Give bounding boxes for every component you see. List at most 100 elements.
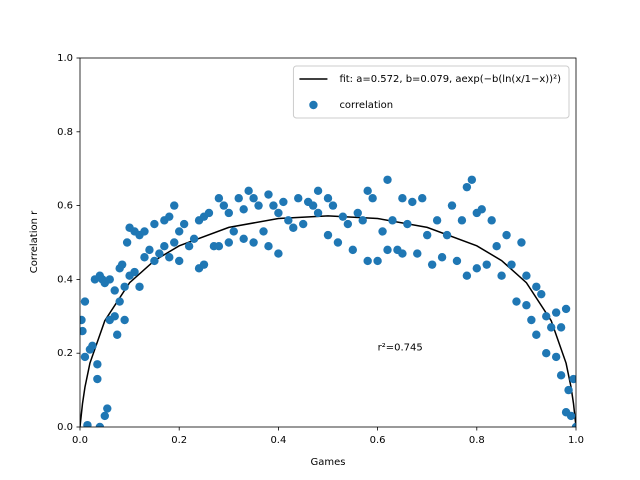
scatter-point [140,227,149,236]
scatter-point [413,249,422,258]
scatter-point [556,371,566,380]
scatter-point [170,238,179,247]
scatter-point [239,205,248,214]
scatter-point [165,212,174,221]
scatter-point [418,194,427,203]
scatter-point [80,297,90,306]
scatter-point [507,260,516,269]
scatter-point [214,241,224,251]
scatter-point [274,208,283,218]
annotation: r²=0.745 [378,343,423,354]
scatter-point [93,374,102,384]
scatter-point [219,201,229,210]
scatter-point [264,241,273,251]
scatter-point [353,208,362,218]
scatter-point [160,241,169,251]
scatter-point [120,315,129,325]
scatter-point [105,275,114,284]
x-axis-label: Games [311,457,346,468]
scatter-point [497,271,506,280]
scatter-point [457,216,467,225]
x-tick-label: 0.6 [370,435,386,446]
scatter-point [482,260,491,269]
scatter-point [363,186,372,196]
scatter-point [348,245,357,255]
scatter-point [477,205,486,214]
scatter-point [274,249,283,258]
scatter-point [100,411,110,421]
scatter-point [289,223,298,232]
scatter-point [343,219,353,229]
y-tick-label: 0.2 [57,348,73,359]
scatter-point [388,216,397,225]
legend: fit: a=0.572, b=0.079, aexp(−b(ln(x/1−x)… [292,65,570,119]
scatter-point [383,245,392,255]
scatter-point [328,201,338,210]
scatter-point [373,256,382,266]
scatter-point [467,175,477,184]
scatter-point [432,216,442,225]
legend-label: correlation [339,100,393,111]
scatter-point [492,241,501,251]
scatter-point [269,201,278,210]
scatter-point [135,282,144,291]
scatter-point [95,422,105,427]
scatter-point [527,315,536,325]
scatter-point [423,230,432,240]
scatter-point [229,227,238,236]
scatter-point [561,304,571,314]
scatter-point [239,234,248,244]
scatter-point [150,256,159,266]
axes-frame [79,57,577,428]
y-tick-label: 0.0 [57,422,73,433]
x-tick-label: 0.0 [72,435,88,446]
y-tick-label: 1.0 [57,53,73,64]
scatter-point [522,271,531,280]
scatter-point [83,420,92,427]
y-tick-label: 0.4 [57,274,73,285]
scatter-point [175,256,184,266]
scatter-point [150,219,159,229]
scatter-point [189,234,199,244]
scatter-point [547,323,556,332]
scatter-point [115,297,124,306]
scatter-point [403,219,412,229]
scatter-point [117,260,127,269]
scatter-point [569,374,576,384]
scatter-point [368,194,377,203]
scatter-point [110,312,119,321]
scatter-point [170,201,179,210]
scatter-point [398,194,407,203]
scatter-point [542,312,551,321]
legend-box [292,65,570,119]
scatter-point [323,230,333,240]
scatter-point [284,216,293,225]
scatter-point [442,230,452,240]
scatter-point [80,352,90,362]
scatter-point [254,201,263,210]
scatter-point [437,253,447,262]
scatter-point [224,208,233,218]
scatter-point [502,230,511,240]
scatter-point [333,238,343,247]
scatter-point [259,227,268,236]
scatter-point [551,308,561,317]
scatter-point [398,249,407,258]
scatter-point [80,326,87,336]
scatter-point [103,404,112,413]
y-tick-label: 0.6 [57,201,73,212]
scatter-point [427,260,437,269]
scatter-point [512,297,521,306]
scatter-point [204,208,214,218]
scatter-point [244,186,253,196]
scatter-point [279,197,288,207]
scatter-point [145,245,154,255]
scatter-point [542,349,551,358]
scatter-point [179,219,189,229]
scatter-point [308,201,318,210]
x-tick-label: 0.8 [469,435,485,446]
scatter-point [338,212,348,221]
scatter-point [165,253,174,262]
scatter-point [113,330,122,339]
